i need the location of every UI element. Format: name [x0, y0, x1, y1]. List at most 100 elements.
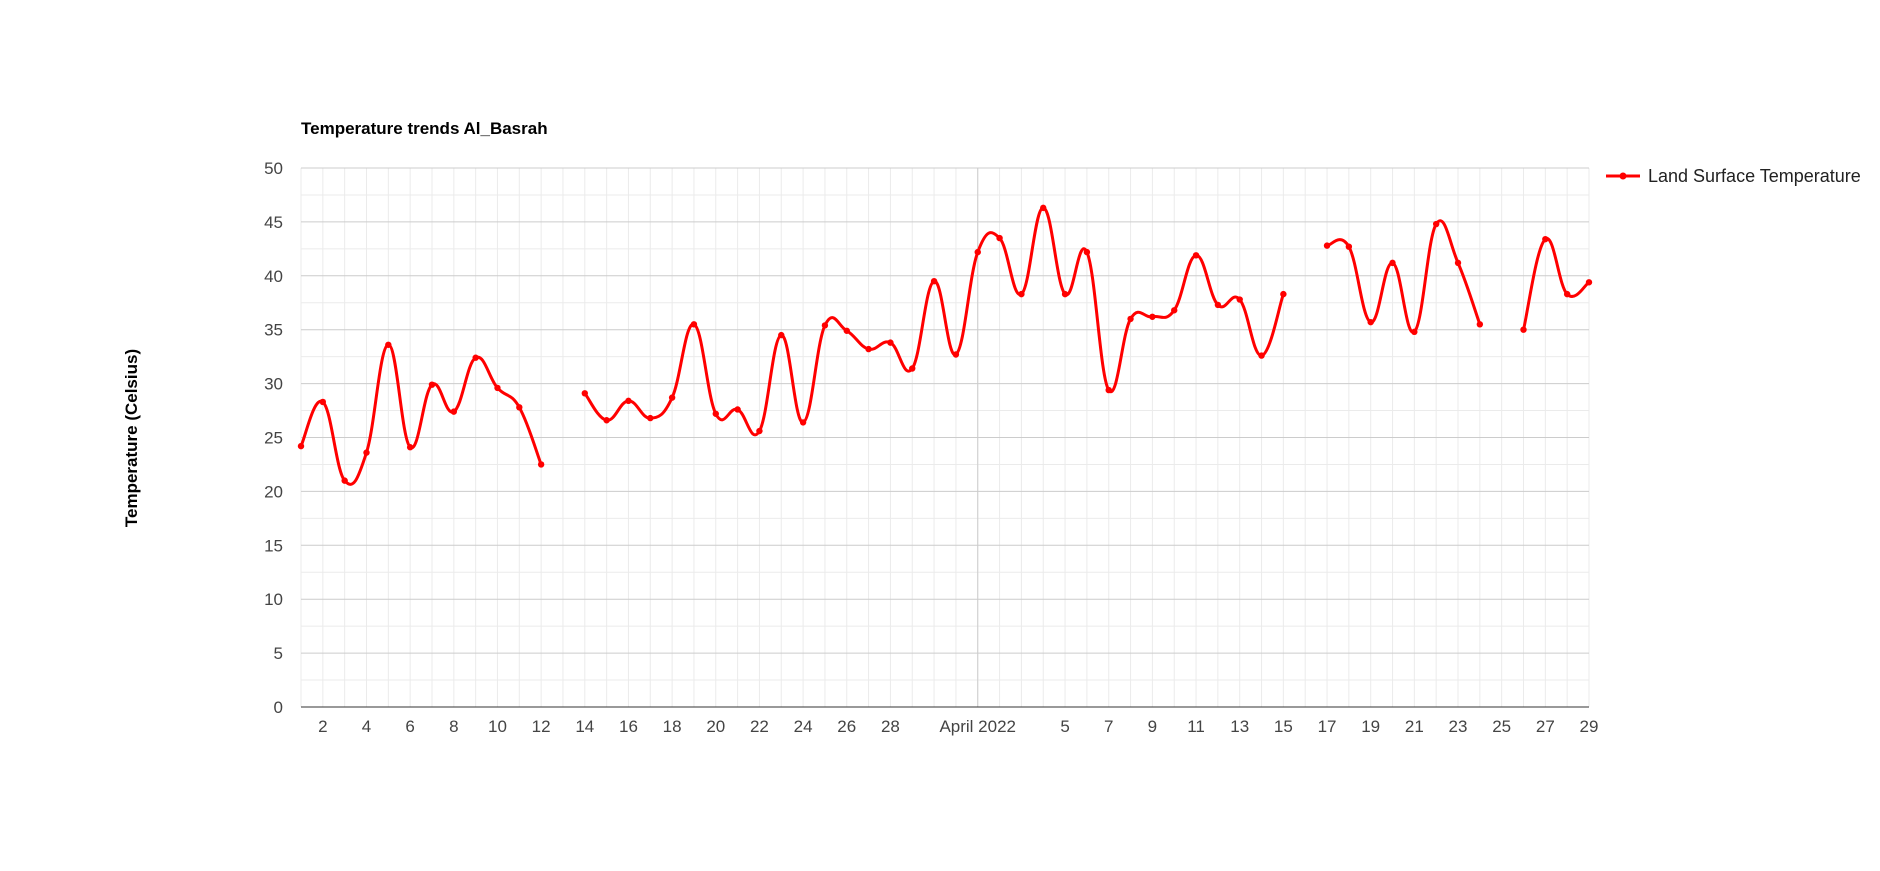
data-point[interactable]: [799, 419, 807, 426]
data-point[interactable]: [1563, 290, 1571, 298]
series-land-surface-temperature: [297, 204, 1593, 486]
chart-title: Temperature trends Al_Basrah: [301, 119, 548, 138]
data-point[interactable]: [1105, 386, 1112, 394]
x-tick-label: 19: [1361, 717, 1380, 736]
data-point[interactable]: [450, 408, 458, 415]
data-point[interactable]: [996, 234, 1003, 242]
series-line-segment: [583, 206, 1285, 437]
data-point[interactable]: [1192, 252, 1200, 259]
data-point[interactable]: [341, 477, 348, 484]
data-point[interactable]: [1585, 279, 1593, 286]
data-point[interactable]: [1542, 235, 1549, 243]
x-tick-label: 6: [405, 717, 414, 736]
y-tick-label: 50: [264, 159, 283, 178]
y-tick-label: 5: [274, 644, 283, 663]
data-point[interactable]: [581, 390, 588, 397]
data-point[interactable]: [734, 406, 741, 413]
data-point[interactable]: [690, 321, 698, 328]
x-tick-label: April 2022: [939, 717, 1016, 736]
data-point[interactable]: [603, 417, 610, 424]
data-point[interactable]: [625, 397, 632, 405]
x-tick-label: 18: [663, 717, 682, 736]
data-point[interactable]: [1345, 243, 1353, 250]
data-point[interactable]: [385, 341, 392, 348]
data-point[interactable]: [778, 331, 785, 339]
data-point[interactable]: [843, 327, 850, 334]
data-point[interactable]: [1323, 242, 1331, 249]
grid: [300, 167, 1590, 708]
x-axis: 2 4 6 8 10 12 14 16 18 20 22 24 26 28 April 2022 5 7 9 11 1…: [318, 717, 1598, 736]
data-point[interactable]: [1476, 321, 1484, 328]
y-tick-label: 45: [264, 213, 283, 232]
data-point[interactable]: [1018, 290, 1025, 298]
data-point[interactable]: [1520, 326, 1527, 333]
x-tick-label: 29: [1580, 717, 1599, 736]
x-tick-label: 21: [1405, 717, 1424, 736]
x-tick-label: 23: [1449, 717, 1468, 736]
data-point[interactable]: [756, 427, 763, 435]
x-tick-label: 4: [362, 717, 371, 736]
x-tick-label: 17: [1318, 717, 1337, 736]
data-point[interactable]: [1389, 259, 1396, 267]
data-point[interactable]: [428, 381, 436, 388]
series-line-segment: [1325, 219, 1482, 334]
data-point[interactable]: [952, 351, 960, 358]
data-point[interactable]: [1040, 204, 1047, 212]
y-axis-title: Temperature (Celsius): [122, 349, 141, 527]
x-tick-label: 2: [318, 717, 327, 736]
data-point[interactable]: [647, 414, 654, 422]
data-point[interactable]: [1454, 259, 1462, 267]
data-point[interactable]: [909, 365, 916, 372]
data-point[interactable]: [297, 442, 305, 450]
x-tick-label: 27: [1536, 717, 1555, 736]
x-tick-label: 7: [1104, 717, 1113, 736]
data-point[interactable]: [712, 410, 719, 417]
x-tick-label: 5: [1060, 717, 1069, 736]
data-point[interactable]: [406, 444, 414, 451]
data-point[interactable]: [1171, 307, 1178, 314]
data-point[interactable]: [974, 248, 981, 256]
legend-label: Land Surface Temperature: [1648, 166, 1861, 186]
data-point[interactable]: [1149, 313, 1156, 320]
data-point[interactable]: [1280, 290, 1287, 298]
data-point[interactable]: [821, 322, 829, 329]
data-point[interactable]: [537, 461, 545, 468]
data-point[interactable]: [1083, 248, 1091, 256]
data-point[interactable]: [668, 394, 676, 401]
y-tick-label: 40: [264, 267, 283, 286]
y-tick-label: 20: [264, 482, 283, 501]
x-tick-label: 15: [1274, 717, 1293, 736]
y-tick-label: 35: [264, 321, 283, 340]
x-tick-label: 13: [1230, 717, 1249, 736]
data-point[interactable]: [887, 339, 894, 346]
data-point[interactable]: [1061, 290, 1069, 298]
legend[interactable]: Land Surface Temperature: [1606, 166, 1861, 186]
data-point[interactable]: [1236, 296, 1243, 303]
data-point[interactable]: [1214, 301, 1222, 309]
y-tick-label: 0: [274, 698, 283, 717]
data-point[interactable]: [1258, 352, 1265, 359]
data-point[interactable]: [319, 398, 327, 406]
x-tick-label: 28: [881, 717, 900, 736]
data-point[interactable]: [930, 277, 938, 285]
data-point[interactable]: [1367, 318, 1374, 326]
data-point[interactable]: [472, 354, 479, 361]
x-tick-label: 24: [794, 717, 813, 736]
x-tick-label: 11: [1187, 717, 1205, 736]
data-point[interactable]: [494, 384, 501, 392]
data-point[interactable]: [363, 449, 370, 456]
y-tick-label: 25: [264, 429, 283, 448]
data-point[interactable]: [1411, 328, 1418, 336]
data-point[interactable]: [516, 404, 523, 411]
y-tick-label: 10: [264, 590, 283, 609]
y-axis: 0 5 10 15 20 25 30 35 40 45 50: [264, 159, 283, 717]
x-tick-label: 14: [575, 717, 594, 736]
legend-marker-icon: [1619, 172, 1627, 180]
data-point[interactable]: [1432, 220, 1440, 228]
data-point[interactable]: [865, 345, 872, 353]
x-tick-label: 26: [837, 717, 856, 736]
x-tick-label: 22: [750, 717, 769, 736]
x-tick-label: 16: [619, 717, 638, 736]
data-point[interactable]: [1127, 315, 1134, 323]
series-line-segment: [1522, 237, 1591, 332]
